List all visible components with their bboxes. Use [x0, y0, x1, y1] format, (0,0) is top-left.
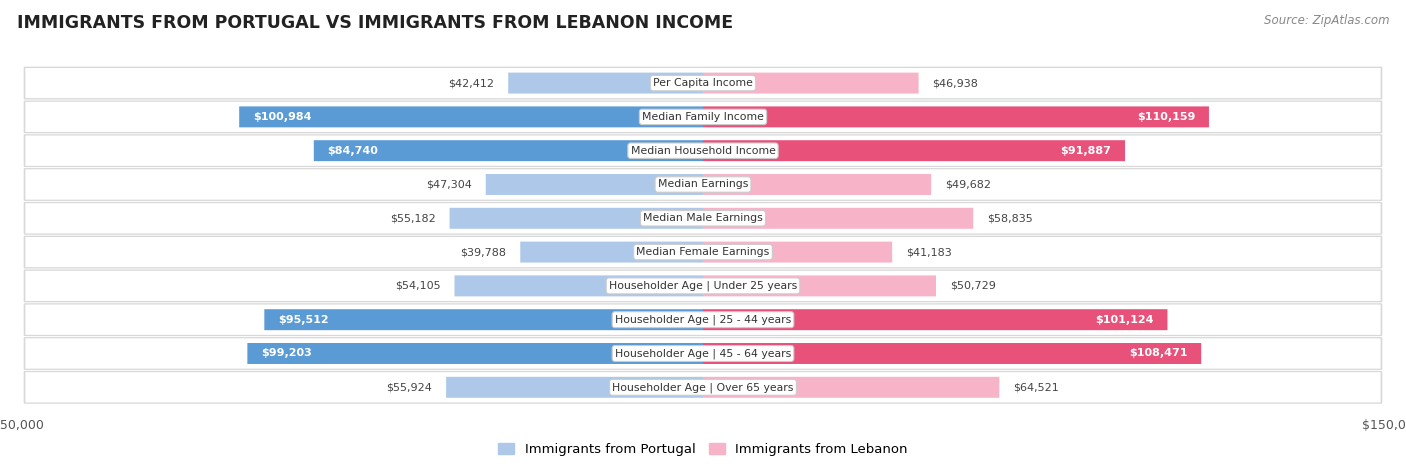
- Text: Householder Age | 45 - 64 years: Householder Age | 45 - 64 years: [614, 348, 792, 359]
- Text: $108,471: $108,471: [1129, 348, 1188, 359]
- Text: $110,159: $110,159: [1137, 112, 1195, 122]
- FancyBboxPatch shape: [24, 101, 1382, 133]
- Text: $95,512: $95,512: [278, 315, 329, 325]
- FancyBboxPatch shape: [25, 102, 1381, 132]
- Text: $46,938: $46,938: [932, 78, 979, 88]
- Text: $99,203: $99,203: [262, 348, 312, 359]
- FancyBboxPatch shape: [25, 170, 1381, 199]
- Text: $58,835: $58,835: [987, 213, 1033, 223]
- FancyBboxPatch shape: [25, 237, 1381, 267]
- Text: $101,124: $101,124: [1095, 315, 1154, 325]
- Text: $54,105: $54,105: [395, 281, 440, 291]
- Text: Householder Age | Over 65 years: Householder Age | Over 65 years: [612, 382, 794, 393]
- FancyBboxPatch shape: [703, 343, 1201, 364]
- Text: $64,521: $64,521: [1014, 382, 1059, 392]
- Text: $84,740: $84,740: [328, 146, 378, 156]
- FancyBboxPatch shape: [24, 135, 1382, 166]
- FancyBboxPatch shape: [25, 271, 1381, 301]
- Text: Householder Age | Under 25 years: Householder Age | Under 25 years: [609, 281, 797, 291]
- FancyBboxPatch shape: [24, 236, 1382, 268]
- Text: IMMIGRANTS FROM PORTUGAL VS IMMIGRANTS FROM LEBANON INCOME: IMMIGRANTS FROM PORTUGAL VS IMMIGRANTS F…: [17, 14, 733, 32]
- Text: $55,182: $55,182: [389, 213, 436, 223]
- Text: Median Male Earnings: Median Male Earnings: [643, 213, 763, 223]
- FancyBboxPatch shape: [703, 140, 1125, 161]
- FancyBboxPatch shape: [25, 339, 1381, 368]
- FancyBboxPatch shape: [485, 174, 703, 195]
- Text: $47,304: $47,304: [426, 179, 472, 190]
- FancyBboxPatch shape: [454, 276, 703, 297]
- Text: Median Household Income: Median Household Income: [630, 146, 776, 156]
- Legend: Immigrants from Portugal, Immigrants from Lebanon: Immigrants from Portugal, Immigrants fro…: [494, 438, 912, 461]
- FancyBboxPatch shape: [25, 304, 1381, 335]
- FancyBboxPatch shape: [520, 241, 703, 262]
- FancyBboxPatch shape: [264, 309, 703, 330]
- FancyBboxPatch shape: [450, 208, 703, 229]
- FancyBboxPatch shape: [508, 72, 703, 93]
- Text: $42,412: $42,412: [449, 78, 495, 88]
- FancyBboxPatch shape: [24, 304, 1382, 335]
- FancyBboxPatch shape: [24, 372, 1382, 403]
- FancyBboxPatch shape: [703, 276, 936, 297]
- Text: Source: ZipAtlas.com: Source: ZipAtlas.com: [1264, 14, 1389, 27]
- Text: Householder Age | 25 - 44 years: Householder Age | 25 - 44 years: [614, 314, 792, 325]
- Text: $100,984: $100,984: [253, 112, 312, 122]
- FancyBboxPatch shape: [239, 106, 703, 127]
- FancyBboxPatch shape: [703, 208, 973, 229]
- FancyBboxPatch shape: [314, 140, 703, 161]
- FancyBboxPatch shape: [24, 203, 1382, 234]
- FancyBboxPatch shape: [703, 309, 1167, 330]
- Text: Median Female Earnings: Median Female Earnings: [637, 247, 769, 257]
- FancyBboxPatch shape: [24, 67, 1382, 99]
- Text: $55,924: $55,924: [387, 382, 433, 392]
- FancyBboxPatch shape: [247, 343, 703, 364]
- FancyBboxPatch shape: [25, 203, 1381, 234]
- Text: $39,788: $39,788: [461, 247, 506, 257]
- FancyBboxPatch shape: [24, 270, 1382, 302]
- Text: $49,682: $49,682: [945, 179, 991, 190]
- FancyBboxPatch shape: [25, 68, 1381, 98]
- Text: Median Family Income: Median Family Income: [643, 112, 763, 122]
- FancyBboxPatch shape: [24, 169, 1382, 200]
- FancyBboxPatch shape: [446, 377, 703, 398]
- FancyBboxPatch shape: [25, 135, 1381, 166]
- FancyBboxPatch shape: [24, 338, 1382, 369]
- FancyBboxPatch shape: [703, 106, 1209, 127]
- Text: $41,183: $41,183: [905, 247, 952, 257]
- FancyBboxPatch shape: [703, 72, 918, 93]
- Text: $91,887: $91,887: [1060, 146, 1111, 156]
- FancyBboxPatch shape: [703, 377, 1000, 398]
- Text: Per Capita Income: Per Capita Income: [652, 78, 754, 88]
- Text: $50,729: $50,729: [950, 281, 995, 291]
- FancyBboxPatch shape: [703, 241, 893, 262]
- Text: Median Earnings: Median Earnings: [658, 179, 748, 190]
- FancyBboxPatch shape: [703, 174, 931, 195]
- FancyBboxPatch shape: [25, 372, 1381, 403]
